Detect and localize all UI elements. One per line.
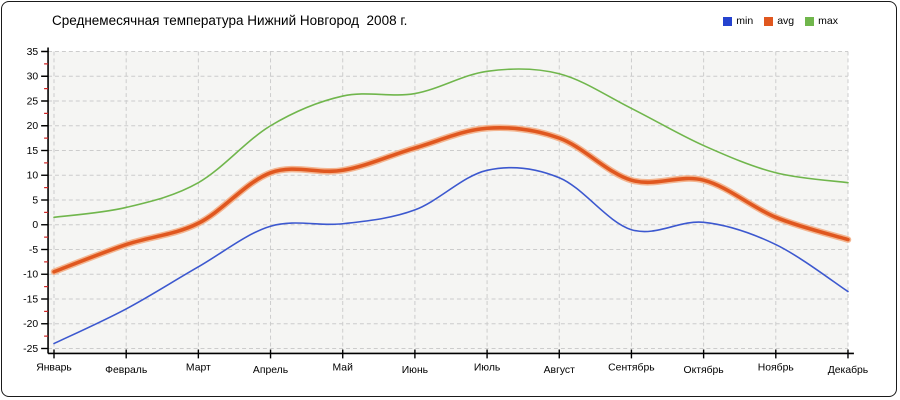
y-tick-label: -25 bbox=[23, 344, 38, 355]
y-tick-label: 10 bbox=[27, 171, 39, 182]
x-tick-label: Январь bbox=[36, 362, 72, 373]
y-tick-label: 5 bbox=[32, 195, 38, 206]
x-tick-label: Апрель bbox=[253, 365, 288, 376]
legend-swatch-min-icon bbox=[723, 16, 733, 26]
x-tick-label: Сентябрь bbox=[608, 361, 654, 373]
legend-item-max: max bbox=[805, 15, 838, 27]
x-tick-label: Август bbox=[544, 365, 575, 376]
y-tick-label: -10 bbox=[23, 270, 38, 281]
series-line-max bbox=[53, 68, 849, 219]
y-tick-label: -5 bbox=[29, 245, 38, 256]
legend-label-min: min bbox=[736, 15, 754, 27]
series-line-min bbox=[53, 166, 849, 345]
legend-swatch-avg-icon bbox=[764, 16, 774, 26]
plot-background bbox=[48, 51, 848, 354]
legend-item-avg: avg bbox=[764, 15, 794, 27]
x-tick-label: Ноябрь bbox=[758, 361, 794, 373]
legend-label-avg: avg bbox=[777, 15, 795, 27]
y-tick-label: 20 bbox=[27, 121, 39, 132]
y-tick-label: -15 bbox=[23, 294, 38, 305]
x-tick-label: Март bbox=[186, 362, 211, 373]
y-tick-label: -20 bbox=[23, 319, 38, 330]
legend-swatch-max-icon bbox=[805, 16, 815, 26]
x-tick-label: Июнь bbox=[402, 365, 428, 376]
series-line-avg bbox=[52, 126, 850, 274]
legend-item-min: min bbox=[723, 15, 753, 27]
y-tick-label: 25 bbox=[27, 96, 39, 107]
y-tick-label: 30 bbox=[27, 72, 39, 83]
x-tick-label: Февраль bbox=[105, 365, 147, 376]
x-tick-label: Июль bbox=[474, 362, 500, 373]
x-tick-label: Май bbox=[333, 362, 354, 373]
chart-title: Среднемесячная температура Нижний Новгор… bbox=[52, 13, 408, 28]
legend-label-max: max bbox=[818, 15, 838, 27]
y-tick-label: 15 bbox=[27, 146, 39, 157]
legend: min avg max bbox=[723, 15, 838, 27]
x-tick-label: Октябрь bbox=[684, 364, 724, 376]
y-tick-label: 35 bbox=[27, 47, 39, 58]
y-tick-label: 0 bbox=[32, 220, 38, 231]
x-tick-label: Декабрь bbox=[828, 364, 868, 376]
